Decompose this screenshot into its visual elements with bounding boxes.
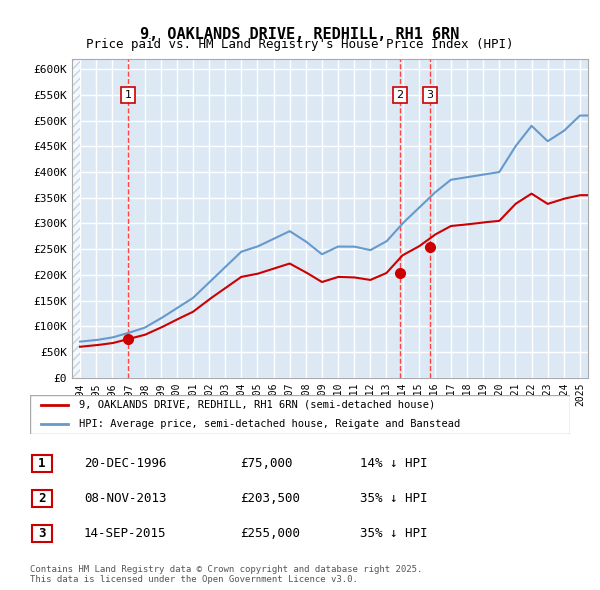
Text: 3: 3	[427, 90, 434, 100]
FancyBboxPatch shape	[32, 526, 52, 542]
Text: £75,000: £75,000	[240, 457, 293, 470]
Text: 1: 1	[38, 457, 46, 470]
FancyBboxPatch shape	[32, 455, 52, 471]
Text: 1: 1	[124, 90, 131, 100]
Text: 2: 2	[38, 492, 46, 505]
Text: 08-NOV-2013: 08-NOV-2013	[84, 492, 167, 505]
Text: 3: 3	[38, 527, 46, 540]
Text: 20-DEC-1996: 20-DEC-1996	[84, 457, 167, 470]
Text: 35% ↓ HPI: 35% ↓ HPI	[360, 492, 427, 505]
Text: 14% ↓ HPI: 14% ↓ HPI	[360, 457, 427, 470]
Text: £203,500: £203,500	[240, 492, 300, 505]
Text: Contains HM Land Registry data © Crown copyright and database right 2025.
This d: Contains HM Land Registry data © Crown c…	[30, 565, 422, 584]
FancyBboxPatch shape	[30, 395, 570, 434]
Bar	[72, 59, 80, 378]
Text: Price paid vs. HM Land Registry's House Price Index (HPI): Price paid vs. HM Land Registry's House …	[86, 38, 514, 51]
Bar	[72, 59, 80, 378]
Text: 9, OAKLANDS DRIVE, REDHILL, RH1 6RN: 9, OAKLANDS DRIVE, REDHILL, RH1 6RN	[140, 27, 460, 41]
Text: 14-SEP-2015: 14-SEP-2015	[84, 527, 167, 540]
Text: 2: 2	[397, 90, 404, 100]
Text: £255,000: £255,000	[240, 527, 300, 540]
Text: HPI: Average price, semi-detached house, Reigate and Banstead: HPI: Average price, semi-detached house,…	[79, 419, 460, 429]
Text: 35% ↓ HPI: 35% ↓ HPI	[360, 527, 427, 540]
FancyBboxPatch shape	[32, 490, 52, 507]
Text: 9, OAKLANDS DRIVE, REDHILL, RH1 6RN (semi-detached house): 9, OAKLANDS DRIVE, REDHILL, RH1 6RN (sem…	[79, 400, 435, 410]
